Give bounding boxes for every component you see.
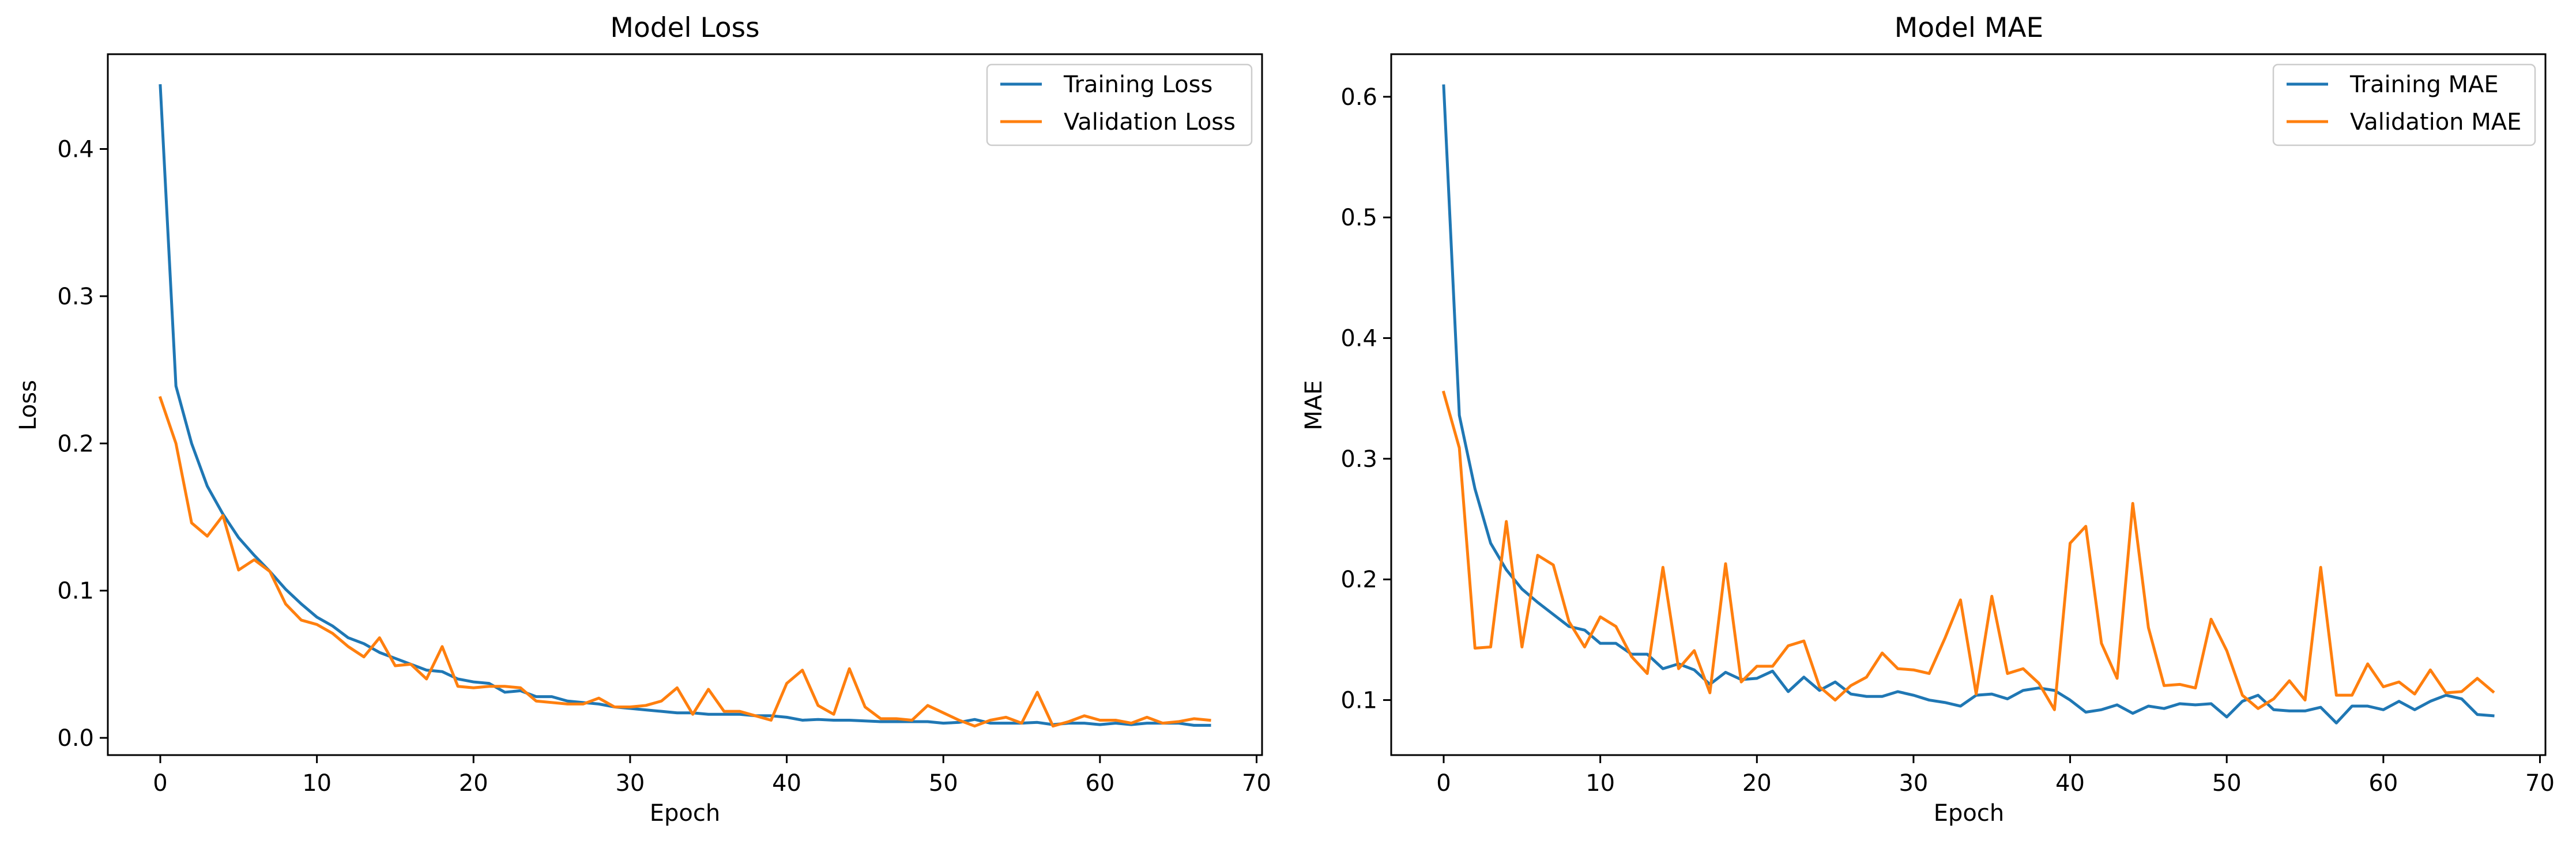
loss-axes-frame bbox=[107, 53, 1263, 756]
loss-y-tick-label: 0.1 bbox=[57, 578, 94, 605]
loss-x-tick-label: 40 bbox=[772, 770, 801, 797]
loss-y-tick-label: 0.3 bbox=[57, 284, 94, 310]
loss-x-tick-label: 20 bbox=[459, 770, 488, 797]
loss-x-tick-label: 10 bbox=[302, 770, 332, 797]
mae-y-tick-label: 0.5 bbox=[1340, 205, 1377, 231]
mae-x-tick-label: 70 bbox=[2525, 770, 2555, 797]
mae-x-tick-label: 50 bbox=[2212, 770, 2242, 797]
loss-x-tick-label: 60 bbox=[1085, 770, 1114, 797]
loss-chart-title: Model Loss bbox=[610, 12, 759, 44]
loss-y-tick-label: 0.0 bbox=[57, 725, 94, 752]
mae-y-tick-label: 0.2 bbox=[1340, 567, 1377, 593]
mae-series-validation-line bbox=[1441, 390, 2495, 711]
mae-legend-label-validation: Validation MAE bbox=[2350, 109, 2521, 135]
mae-x-tick-label: 0 bbox=[1436, 770, 1451, 797]
loss-x-axis-label: Epoch bbox=[650, 800, 720, 827]
mae-legend: Training MAE Validation MAE bbox=[2272, 63, 2536, 146]
mae-x-tick-label: 20 bbox=[1742, 770, 1772, 797]
mae-legend-label-training: Training MAE bbox=[2349, 71, 2499, 98]
mae-x-tick-label: 10 bbox=[1585, 770, 1615, 797]
loss-y-axis-label: Loss bbox=[15, 380, 42, 431]
mae-chart: Model MAE Epoch MAE 0 10 20 30 40 50 60 70 0.1 0.… bbox=[1301, 12, 2555, 827]
mae-y-tick-label: 0.3 bbox=[1340, 446, 1377, 473]
loss-series-training-line bbox=[159, 84, 1211, 727]
loss-legend-box bbox=[986, 63, 1253, 146]
loss-chart: Model Loss Epoch Loss 0 10 20 30 40 50 60 70 0.0… bbox=[15, 12, 1271, 827]
loss-y-tick-label: 0.2 bbox=[57, 431, 94, 457]
mae-plot-area bbox=[1441, 84, 2495, 725]
loss-legend: Training Loss Validation Loss bbox=[986, 63, 1253, 146]
mae-y-axis-label: MAE bbox=[1301, 380, 1327, 430]
loss-x-tick-label: 50 bbox=[929, 770, 958, 797]
mae-legend-box bbox=[2272, 63, 2536, 146]
loss-plot-area bbox=[158, 84, 1211, 728]
mae-x-tick-label: 40 bbox=[2055, 770, 2085, 797]
mae-x-tick-label: 60 bbox=[2368, 770, 2398, 797]
loss-series-validation-line bbox=[158, 395, 1211, 728]
loss-legend-label-validation: Validation Loss bbox=[1064, 109, 1236, 135]
mae-chart-title: Model MAE bbox=[1895, 12, 2043, 44]
mae-y-tick-label: 0.4 bbox=[1340, 326, 1377, 352]
loss-x-tick-label: 0 bbox=[153, 770, 167, 797]
loss-legend-label-training: Training Loss bbox=[1063, 71, 1212, 98]
loss-x-tick-label: 70 bbox=[1242, 770, 1271, 797]
mae-y-tick-label: 0.6 bbox=[1340, 84, 1377, 111]
mae-y-tick-label: 0.1 bbox=[1340, 688, 1377, 714]
mae-ticks: 0 10 20 30 40 50 60 70 0.1 0.2 0.3 0.4 0.5 0.6 bbox=[1340, 84, 2555, 797]
mae-x-axis-label: Epoch bbox=[1934, 800, 2004, 827]
mae-x-tick-label: 30 bbox=[1899, 770, 1928, 797]
mae-series-training-line bbox=[1442, 84, 2495, 725]
loss-ticks: 0 10 20 30 40 50 60 70 0.0 0.1 0.2 0.3 0.4 bbox=[57, 136, 1271, 797]
loss-x-tick-label: 30 bbox=[615, 770, 645, 797]
loss-y-tick-label: 0.4 bbox=[57, 136, 94, 163]
mae-axes-frame bbox=[1390, 53, 2547, 756]
